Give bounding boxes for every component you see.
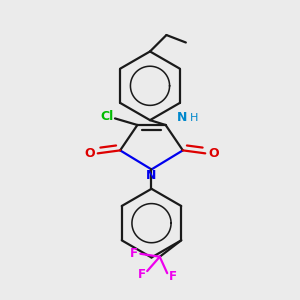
Text: O: O <box>208 147 219 160</box>
Text: N: N <box>177 111 187 124</box>
Text: F: F <box>169 270 177 283</box>
Text: Cl: Cl <box>100 110 113 123</box>
Text: F: F <box>130 247 138 260</box>
Text: H: H <box>190 112 198 122</box>
Text: N: N <box>146 169 157 182</box>
Text: O: O <box>84 147 95 160</box>
Text: F: F <box>138 268 146 281</box>
